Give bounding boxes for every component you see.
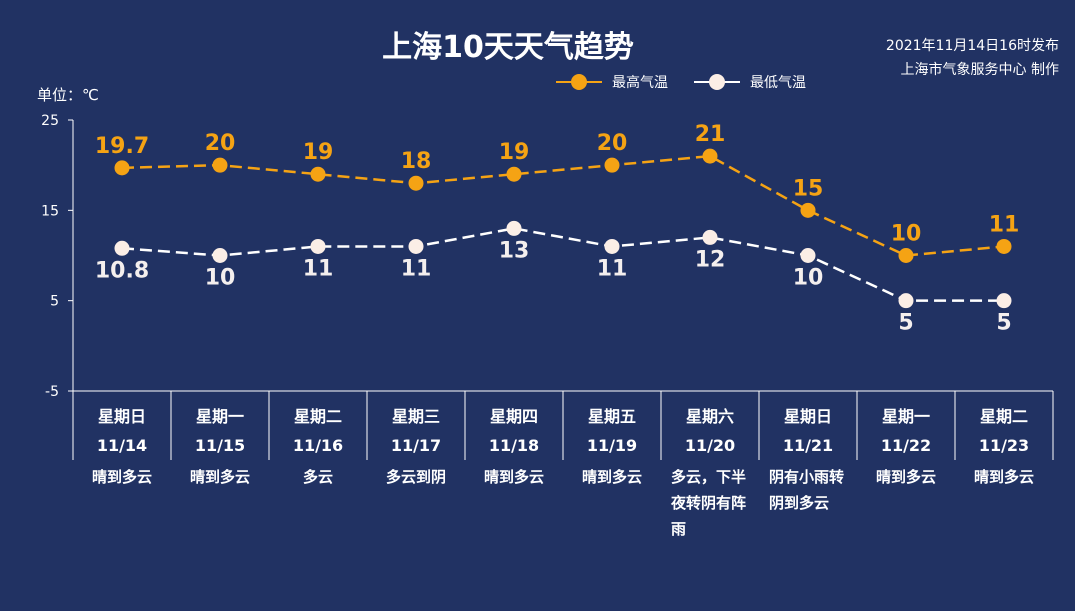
x-tick-date: 11/20: [685, 436, 735, 455]
page-title: 上海10天天气趋势: [382, 30, 634, 65]
low-temp-point: [996, 293, 1012, 309]
x-tick-weekday: 星期四: [490, 407, 538, 426]
high-temp-label: 11: [989, 212, 1020, 237]
x-tick-date: 11/21: [783, 436, 833, 455]
y-tick-label: -5: [45, 384, 59, 400]
legend-item-low[interactable]: 最低气温: [694, 72, 806, 92]
low-temp-point: [702, 229, 718, 245]
low-temp-point: [506, 220, 522, 236]
legend-label-low: 最低气温: [750, 75, 806, 91]
low-temp-label: 5: [898, 311, 913, 336]
weather-description: 晴到多云: [581, 468, 642, 486]
x-tick-weekday: 星期三: [392, 407, 440, 426]
x-tick-weekday: 星期一: [196, 407, 244, 426]
high-temp-label: 15: [793, 176, 824, 201]
x-tick-weekday: 星期一: [882, 407, 930, 426]
x-tick-weekday: 星期日: [784, 407, 832, 426]
legend-swatch-high: [556, 74, 602, 90]
x-tick-date: 11/23: [979, 436, 1029, 455]
high-temp-line: [121, 154, 1005, 257]
high-temp-point: [996, 238, 1012, 254]
high-temp-point: [408, 175, 424, 191]
x-tick-date: 11/17: [391, 436, 441, 455]
low-temp-label: 10: [793, 266, 824, 291]
x-tick-date: 11/22: [881, 436, 931, 455]
chart-legend: 最高气温 最低气温: [556, 72, 806, 92]
weather-description: 多云到阴: [385, 468, 446, 486]
low-temp-label: 10: [205, 266, 236, 291]
low-temp-point: [212, 248, 228, 263]
legend-item-high[interactable]: 最高气温: [556, 72, 668, 92]
x-tick-weekday: 星期二: [980, 407, 1028, 426]
publisher: 上海市气象服务中心 制作: [900, 62, 1059, 78]
high-temp-label: 18: [401, 149, 432, 174]
high-temp-label: 20: [205, 131, 236, 156]
weather-description: 阴有小雨转阴到多云: [769, 468, 845, 512]
weather-description: 晴到多云: [189, 468, 250, 486]
x-tick-weekday: 星期五: [588, 407, 636, 426]
weather-description: 多云，下半夜转阴有阵雨: [671, 468, 747, 538]
low-temp-label: 12: [695, 247, 726, 272]
high-temp-point: [212, 157, 228, 173]
unit-label: 单位：℃: [37, 86, 99, 104]
low-temp-point: [898, 293, 914, 309]
high-temp-point: [310, 166, 326, 182]
weather-description: 晴到多云: [483, 468, 544, 486]
high-temp-point: [604, 157, 620, 173]
weather-description: 晴到多云: [973, 468, 1034, 486]
y-tick-label: 5: [50, 294, 59, 310]
x-tick-weekday: 星期二: [294, 407, 342, 426]
weather-description: 多云: [302, 468, 333, 486]
low-temp-point: [310, 238, 326, 254]
high-temp-label: 19: [499, 140, 530, 165]
publish-time: 2021年11月14日16时发布: [885, 38, 1059, 54]
high-temp-label: 10: [891, 222, 922, 247]
low-temp-point: [114, 240, 130, 256]
legend-label-high: 最高气温: [612, 75, 668, 91]
x-tick-date: 11/19: [587, 436, 637, 455]
low-temp-point: [408, 238, 424, 254]
low-temp-label: 5: [996, 311, 1011, 336]
high-temp-label: 21: [695, 122, 726, 147]
x-tick-weekday: 星期六: [686, 407, 734, 426]
high-temp-point: [114, 160, 130, 176]
y-tick-label: 15: [41, 203, 59, 219]
high-temp-point: [506, 166, 522, 182]
weather-description: 晴到多云: [875, 468, 936, 486]
high-temp-point: [800, 202, 816, 218]
low-temp-label: 10.8: [95, 258, 149, 283]
high-temp-point: [898, 248, 914, 263]
x-tick-date: 11/15: [195, 436, 245, 455]
x-tick-date: 11/16: [293, 436, 343, 455]
x-tick-weekday: 星期日: [98, 407, 146, 426]
weather-description: 晴到多云: [91, 468, 152, 486]
low-temp-label: 11: [401, 256, 432, 281]
x-tick-date: 11/14: [97, 436, 147, 455]
high-temp-label: 19: [303, 140, 334, 165]
publish-info: 2021年11月14日16时发布 上海市气象服务中心 制作: [886, 34, 1059, 82]
low-temp-label: 11: [597, 256, 628, 281]
x-tick-date: 11/18: [489, 436, 539, 455]
low-temp-label: 13: [499, 238, 530, 263]
high-temp-label: 20: [597, 131, 628, 156]
y-tick-label: 25: [41, 113, 59, 129]
low-temp-point: [604, 238, 620, 254]
low-temp-line: [121, 227, 1004, 302]
high-temp-label: 19.7: [95, 134, 149, 159]
high-temp-point: [702, 148, 718, 164]
low-temp-label: 11: [303, 256, 334, 281]
legend-swatch-low: [694, 74, 740, 90]
low-temp-point: [800, 248, 816, 263]
